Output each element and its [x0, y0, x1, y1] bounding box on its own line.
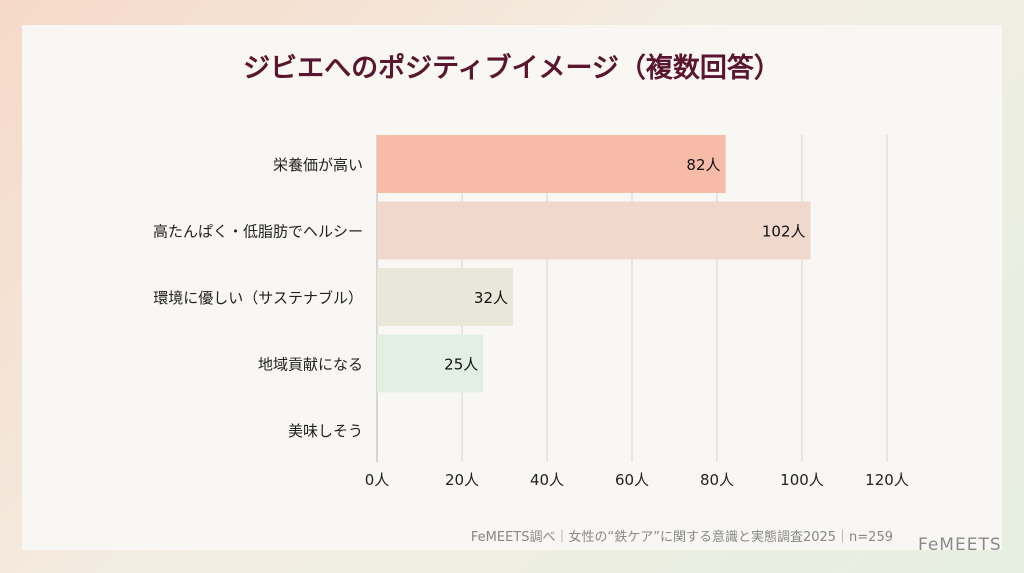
- category-label: 高たんぱく・低脂肪でヘルシー: [153, 223, 363, 241]
- tick-label: 60人: [615, 471, 649, 489]
- tick-label: 100人: [780, 471, 824, 489]
- tick-label: 20人: [445, 471, 479, 489]
- bar: [377, 135, 726, 193]
- category-label: 地域貢献になる: [258, 356, 363, 374]
- data-label: 32人: [474, 289, 508, 307]
- data-label: 102人: [762, 223, 806, 241]
- bar: [377, 268, 513, 326]
- bar: [377, 201, 811, 260]
- category-label: 美味しそう: [288, 422, 363, 440]
- bar: [377, 334, 484, 393]
- chart-title: ジビエへのポジティブイメージ（複数回答）: [243, 53, 781, 84]
- category-label: 環境に優しい（サステナブル）: [153, 289, 363, 307]
- source-note: FeMEETS調べ｜女性の“鉄ケア”に関する意識と実態調査2025｜n=259: [470, 530, 893, 545]
- tick-label: 120人: [865, 471, 909, 489]
- tick-label: 0人: [365, 471, 390, 489]
- tick-label: 40人: [530, 471, 564, 489]
- category-label: 栄養価が高い: [273, 156, 363, 174]
- data-label: 82人: [686, 156, 720, 174]
- tick-label: 80人: [700, 471, 734, 489]
- data-label: 25人: [444, 356, 478, 374]
- femeets-logo: FeMEETS: [918, 535, 1002, 555]
